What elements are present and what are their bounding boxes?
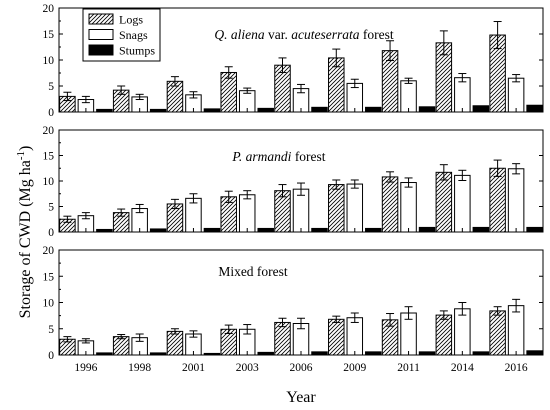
bar-stumps-1996 [96, 228, 113, 233]
panel-title: P. armandi forest [231, 149, 325, 164]
bar-stumps-2006 [311, 227, 328, 233]
legend-swatch-stumps [88, 44, 114, 56]
bar-logs-2014 [435, 314, 453, 356]
bar-snags-2014 [454, 174, 471, 233]
bar-stumps-1996 [96, 352, 113, 356]
y-tick-label: 20 [43, 3, 55, 15]
x-axis-label: Year [286, 389, 316, 406]
panel-title: Mixed forest [218, 264, 288, 279]
bar-logs-1998 [112, 336, 130, 356]
bar-stumps-1998 [149, 352, 167, 356]
bar-stumps-2016 [526, 104, 543, 113]
y-axis-label: Storage of CWD (Mg ha-1) [15, 146, 34, 319]
bar-stumps-2001 [203, 227, 221, 233]
bar-stumps-2009 [365, 227, 382, 233]
panel-3: 0 5 10 15 20 Mixed forest [43, 245, 544, 362]
bar-stumps-2006 [311, 106, 328, 113]
bar-snags-2016 [507, 168, 525, 233]
bar-snags-2011 [400, 80, 417, 113]
y-tick-label: 10 [43, 298, 55, 310]
bar-logs-2016 [489, 167, 506, 233]
bar-stumps-2009 [365, 106, 382, 113]
bar-logs-2006 [274, 321, 291, 356]
legend-swatch-logs [88, 13, 114, 25]
y-tick-label: 15 [43, 271, 55, 283]
x-tick-label-2009: 2009 [343, 362, 366, 374]
legend-label-snags: Snags [119, 28, 148, 42]
y-tick-label: 20 [43, 245, 55, 257]
bar-stumps-2011 [418, 226, 436, 233]
y-tick-label: 0 [48, 107, 54, 119]
panel-title-part: Q. aliena [214, 27, 264, 42]
bar-stumps-2014 [472, 351, 490, 356]
bar-snags-2016 [507, 77, 525, 113]
panel-2: 0 5 10 15 20 P. armandi forest [43, 125, 544, 239]
y-tick-label: 10 [43, 55, 55, 67]
y-tick-label: 10 [43, 176, 55, 188]
bar-stumps-2014 [472, 105, 490, 113]
bar-snags-2009 [346, 183, 364, 233]
x-tick-label-2011: 2011 [397, 362, 420, 374]
y-tick-label: 5 [48, 202, 54, 214]
bar-logs-2014 [435, 171, 453, 233]
bar-snags-2014 [454, 77, 471, 113]
y-tick-label: 5 [48, 81, 54, 93]
x-tick-label-2016: 2016 [505, 362, 528, 374]
bar-stumps-1996 [96, 108, 113, 113]
bar-stumps-2001 [203, 108, 221, 113]
bar-stumps-2011 [418, 106, 436, 113]
x-tick-label-2006: 2006 [290, 362, 313, 374]
panel-title-part: forest [360, 27, 394, 42]
panel-title: Q. aliena var. acuteserrata forest [214, 27, 393, 42]
y-tick-label: 0 [48, 227, 54, 239]
bar-stumps-2006 [311, 351, 328, 356]
bar-stumps-2009 [365, 351, 382, 356]
x-tick-label-2001: 2001 [182, 362, 205, 374]
bar-logs-2009 [328, 318, 345, 356]
bar-snags-2009 [346, 317, 364, 356]
bar-snags-2011 [400, 182, 417, 233]
bar-stumps-2014 [472, 226, 490, 233]
y-tick-label: 0 [48, 350, 54, 362]
x-tick-label-2003: 2003 [236, 362, 259, 374]
bar-stumps-2016 [526, 226, 543, 233]
legend-label-stumps: Stumps [119, 44, 155, 58]
x-tick-label-1996: 1996 [74, 362, 97, 374]
y-tick-label: 15 [43, 151, 55, 163]
legend-swatch-snags [88, 29, 114, 40]
bar-stumps-2003 [257, 227, 274, 233]
panel-1: 0 5 10 15 20 Q. aliena var. acuteserrata fore… [43, 3, 544, 119]
bar-stumps-2003 [257, 107, 274, 113]
bar-logs-2001 [166, 330, 184, 356]
bar-stumps-2003 [257, 351, 274, 356]
bar-stumps-2011 [418, 351, 436, 356]
bar-stumps-1998 [149, 228, 167, 233]
bar-stumps-2001 [203, 352, 221, 356]
bar-logs-2009 [328, 184, 345, 233]
y-tick-label: 20 [43, 125, 55, 137]
y-tick-label: 5 [48, 324, 54, 336]
panels-group: 0 5 10 15 20 Q. aliena var. acuteserrata fore… [43, 3, 544, 374]
bar-snags-2016 [507, 305, 525, 356]
bar-stumps-1998 [149, 108, 167, 113]
bar-snags-2014 [454, 308, 471, 356]
bar-stumps-2016 [526, 350, 543, 356]
bar-logs-2011 [381, 176, 399, 233]
y-tick-label: 15 [43, 29, 55, 41]
panel-title-part: Mixed forest [218, 264, 288, 279]
bar-snags-2003 [238, 194, 256, 233]
panel-title-part: P. armandi [231, 149, 291, 164]
panel-title-part: acuteserrata [291, 27, 359, 42]
x-tick-label-2014: 2014 [451, 362, 474, 374]
panel-title-part: forest [291, 149, 325, 164]
bar-logs-2016 [489, 310, 506, 356]
legend-label-logs: Logs [119, 13, 143, 27]
x-tick-label-1998: 1998 [128, 362, 151, 374]
panel-title-part: var. [265, 27, 292, 42]
